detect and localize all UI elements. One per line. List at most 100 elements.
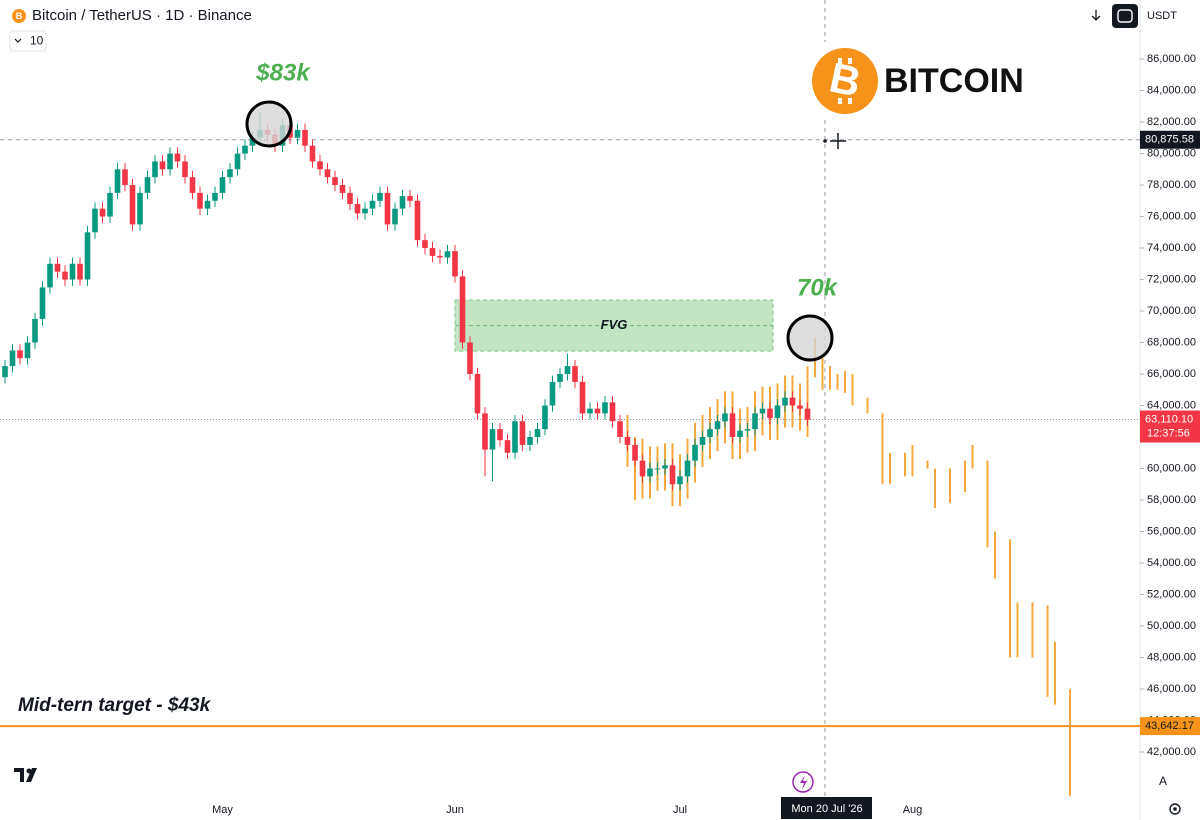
candle-body bbox=[737, 430, 743, 438]
candle-body bbox=[684, 460, 691, 477]
candle-body bbox=[564, 366, 571, 375]
candle-body bbox=[32, 318, 38, 343]
y-tick-label: 54,000.00 bbox=[1147, 557, 1196, 569]
candle-body bbox=[639, 460, 646, 477]
y-tick-label: 52,000.00 bbox=[1147, 588, 1196, 600]
candle-body bbox=[707, 429, 713, 438]
candle-body bbox=[182, 161, 188, 178]
candle-body bbox=[242, 145, 248, 154]
candle-body bbox=[714, 421, 721, 430]
x-tick-label: May bbox=[212, 804, 233, 816]
candle-body bbox=[557, 374, 563, 382]
last-price-box bbox=[1140, 410, 1200, 443]
candle-body bbox=[767, 408, 773, 419]
candle-body bbox=[797, 405, 803, 409]
header-coin-symbol: B bbox=[16, 11, 23, 21]
candle-body bbox=[309, 145, 316, 162]
main-layer: $83k 70k Mid-tern target - $43k bbox=[0, 59, 1140, 728]
last-price-label: 63,110.10 bbox=[1145, 413, 1193, 425]
y-tick-label: 72,000.00 bbox=[1147, 273, 1196, 285]
candle-body bbox=[504, 440, 511, 453]
currency-label[interactable]: USDT bbox=[1147, 10, 1177, 22]
annotation: $83k bbox=[255, 59, 311, 86]
candle-body bbox=[39, 287, 46, 319]
candle-body bbox=[497, 429, 503, 441]
indicator-badge[interactable] bbox=[9, 30, 47, 52]
y-tick-label: 58,000.00 bbox=[1147, 494, 1196, 506]
candle-body bbox=[587, 408, 593, 414]
indicator-count: 10 bbox=[30, 34, 44, 48]
candle-body bbox=[437, 255, 443, 258]
tradingview-logo-dot bbox=[26, 768, 32, 774]
candle-body bbox=[122, 169, 128, 186]
candle-body bbox=[759, 408, 766, 414]
candle-body bbox=[114, 169, 121, 193]
candle-body bbox=[212, 192, 218, 201]
candle-body bbox=[47, 263, 53, 288]
candle-body bbox=[459, 276, 466, 343]
candle-body bbox=[692, 444, 698, 461]
candle-body bbox=[647, 468, 653, 477]
candle-body bbox=[9, 350, 16, 367]
candle-body bbox=[249, 137, 256, 146]
candle-body bbox=[512, 421, 518, 453]
candle-body bbox=[24, 342, 31, 359]
candle-body bbox=[234, 153, 241, 170]
candle-body bbox=[609, 402, 616, 422]
countdown-label: 12:37:56 bbox=[1147, 427, 1190, 439]
y-tick-label: 84,000.00 bbox=[1147, 84, 1196, 96]
candle-body bbox=[722, 413, 728, 422]
fullscreen-button[interactable] bbox=[1112, 4, 1138, 28]
settings-icon[interactable] bbox=[1169, 803, 1181, 815]
candle-body bbox=[324, 169, 331, 178]
highlight-circle bbox=[245, 100, 293, 148]
crosshair-price-label: 80,875.58 bbox=[1145, 134, 1194, 146]
x-tick-label: Aug bbox=[903, 804, 923, 816]
candle-body bbox=[129, 185, 136, 225]
front-layer: B Bitcoin / TetherUS · 1D · Binance 10 U… bbox=[9, 4, 1200, 819]
y-tick-label: 80,000.00 bbox=[1147, 147, 1196, 159]
candle-body bbox=[54, 263, 61, 272]
candle-body bbox=[414, 200, 421, 241]
candle-body bbox=[17, 350, 23, 359]
candle-body bbox=[654, 468, 661, 470]
candle-body bbox=[189, 177, 196, 193]
logo-coin bbox=[812, 48, 878, 114]
cursor-dot bbox=[823, 139, 827, 143]
candle-body bbox=[534, 429, 541, 438]
candle-body bbox=[527, 437, 533, 445]
candle-body bbox=[144, 177, 151, 193]
chart-title: Bitcoin / TetherUS · 1D · Binance bbox=[32, 7, 252, 24]
candle-body bbox=[362, 208, 368, 214]
cursor-cross bbox=[830, 133, 846, 149]
candle-body bbox=[197, 192, 203, 209]
candle-body bbox=[474, 374, 481, 414]
candle-body bbox=[669, 465, 676, 485]
candle-body bbox=[84, 232, 91, 280]
candle-body bbox=[782, 397, 788, 406]
candle-body bbox=[294, 129, 301, 138]
crosshair-date-label: Mon 20 Jul '26 bbox=[791, 803, 862, 815]
candle-body bbox=[384, 192, 391, 225]
candle-body bbox=[444, 251, 451, 258]
y-tick-label: 56,000.00 bbox=[1147, 525, 1196, 537]
candle-body bbox=[137, 192, 143, 225]
candle-body bbox=[2, 366, 8, 378]
crosshair-price-box bbox=[1140, 130, 1200, 149]
candle-body bbox=[594, 408, 601, 414]
candle-body bbox=[519, 421, 526, 445]
candle-body bbox=[632, 444, 638, 461]
fullscreen-icon bbox=[1117, 9, 1133, 23]
candle-body bbox=[107, 192, 113, 217]
candle-body bbox=[219, 177, 226, 193]
candle-body bbox=[699, 437, 706, 445]
candle-body bbox=[152, 161, 158, 178]
candle-body bbox=[774, 405, 781, 419]
candle-body bbox=[204, 200, 211, 209]
candle-body bbox=[572, 366, 578, 382]
logo-text: BITCOIN bbox=[884, 62, 1024, 100]
auto-scale-button[interactable]: A bbox=[1159, 774, 1167, 788]
annotation: Mid-tern target - $43k bbox=[18, 695, 212, 716]
candle-body bbox=[369, 200, 376, 209]
